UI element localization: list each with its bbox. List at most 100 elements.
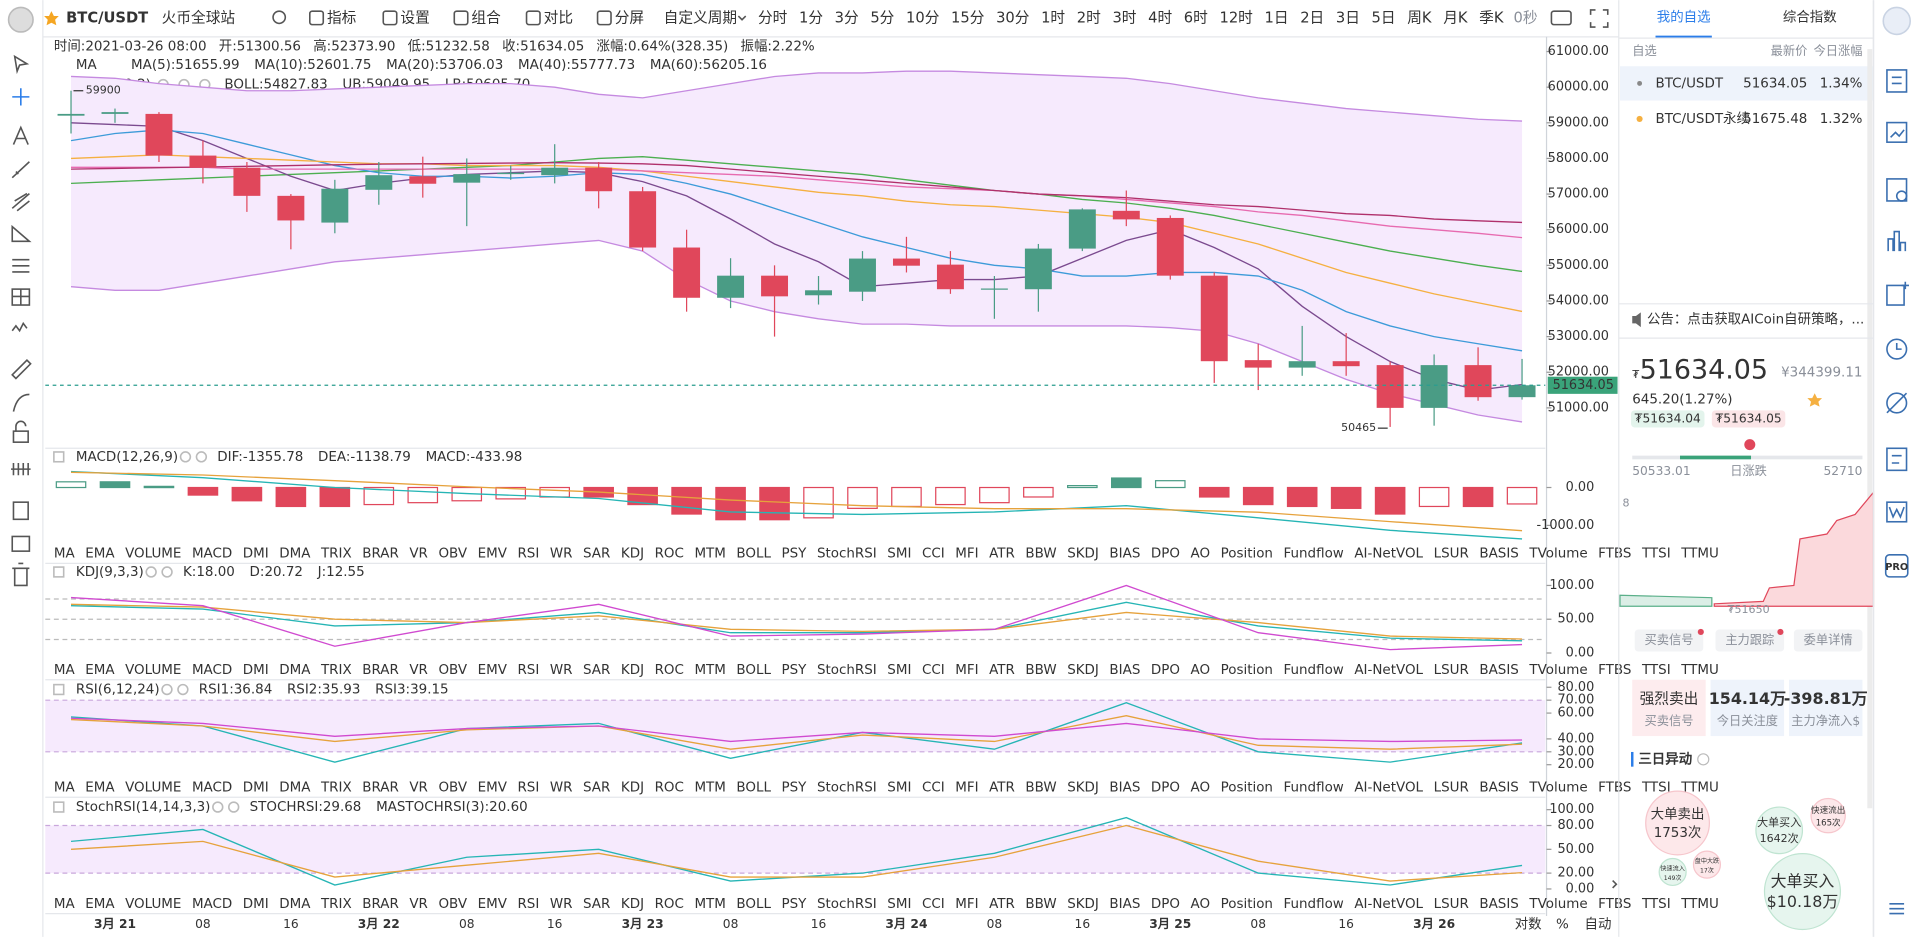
indicator-tab[interactable]: DMI bbox=[243, 780, 269, 795]
button[interactable]: 主力跟踪 bbox=[1725, 633, 1774, 647]
indicator-tab[interactable]: VOLUME bbox=[125, 547, 181, 562]
period-button[interactable]: 30分 bbox=[996, 10, 1030, 27]
indicator-tab[interactable]: FTBS bbox=[1598, 547, 1631, 562]
tool-icon[interactable] bbox=[453, 10, 469, 26]
indicator-tab[interactable]: EMA bbox=[85, 780, 115, 795]
indicator-tab[interactable]: SKDJ bbox=[1067, 780, 1099, 795]
legend-icon[interactable] bbox=[53, 801, 65, 813]
indicator-tab[interactable]: MFI bbox=[955, 897, 978, 912]
indicator-tab[interactable]: EMV bbox=[478, 547, 508, 562]
indicator-tab[interactable]: BBW bbox=[1025, 897, 1056, 912]
tool-button[interactable]: 设置 bbox=[400, 10, 429, 27]
period-button[interactable]: 1日 bbox=[1265, 10, 1289, 27]
indicator-tab[interactable]: TTSI bbox=[1641, 897, 1671, 912]
axis-option[interactable]: 对数 bbox=[1515, 917, 1542, 933]
indicator-tab[interactable]: SKDJ bbox=[1067, 547, 1099, 562]
indicator-tab[interactable]: MA bbox=[54, 663, 76, 678]
legend-icon[interactable] bbox=[53, 451, 65, 463]
indicator-tab[interactable]: LSUR bbox=[1434, 547, 1469, 562]
indicator-tab[interactable]: Fundflow bbox=[1284, 780, 1344, 795]
indicator-tab[interactable]: BIAS bbox=[1109, 780, 1140, 795]
indicator-tab[interactable]: VOLUME bbox=[125, 780, 181, 795]
indicator-tab[interactable]: ATR bbox=[989, 780, 1015, 795]
indicator-tab[interactable]: BIAS bbox=[1109, 547, 1140, 562]
indicator-tab[interactable]: VR bbox=[409, 663, 428, 678]
indicator-tab[interactable]: CCI bbox=[922, 897, 945, 912]
indicator-tab[interactable]: WR bbox=[550, 663, 573, 678]
indicator-tab[interactable]: TTSI bbox=[1641, 780, 1671, 795]
indicator-tab[interactable]: MA bbox=[54, 547, 76, 562]
indicator-tab[interactable]: TRIX bbox=[320, 547, 352, 562]
axis-option[interactable]: % bbox=[1556, 918, 1569, 933]
indicator-tab[interactable]: ROC bbox=[655, 547, 684, 562]
period-button[interactable]: 4时 bbox=[1148, 10, 1172, 27]
indicator-tab[interactable]: StochRSI bbox=[817, 897, 877, 912]
legend-icon[interactable] bbox=[228, 801, 240, 813]
period-menu[interactable]: 自定义周期 bbox=[664, 10, 737, 27]
period-button[interactable]: 月K bbox=[1443, 10, 1468, 27]
indicator-tab[interactable]: AI-NetVOL bbox=[1354, 780, 1423, 795]
side-tab[interactable]: 我的自选 bbox=[1657, 9, 1711, 25]
indicator-tab[interactable]: EMA bbox=[85, 547, 115, 562]
indicator-tab[interactable]: BRAR bbox=[362, 663, 399, 678]
indicator-tab[interactable]: SAR bbox=[583, 780, 610, 795]
indicator-tab[interactable]: BOLL bbox=[736, 897, 771, 912]
indicator-tab[interactable]: StochRSI bbox=[817, 780, 877, 795]
indicator-tab[interactable]: TTSI bbox=[1641, 663, 1671, 678]
indicator-tab[interactable]: MACD bbox=[192, 780, 232, 795]
indicator-tab[interactable]: MFI bbox=[955, 547, 978, 562]
indicator-tab[interactable]: VOLUME bbox=[125, 663, 181, 678]
indicator-tab[interactable]: RSI bbox=[517, 547, 539, 562]
indicator-tab[interactable]: KDJ bbox=[621, 663, 644, 678]
indicator-tab[interactable]: SMI bbox=[887, 547, 911, 562]
indicator-tab[interactable]: TTMU bbox=[1680, 897, 1719, 912]
fullscreen-icon[interactable] bbox=[1589, 9, 1609, 28]
indicator-tab[interactable]: MA bbox=[54, 897, 76, 912]
indicator-tab[interactable]: DPO bbox=[1151, 547, 1180, 562]
period-button[interactable]: 6时 bbox=[1184, 10, 1208, 27]
legend-icon[interactable] bbox=[161, 566, 173, 578]
indicator-tab[interactable]: FTBS bbox=[1598, 780, 1631, 795]
indicator-tab[interactable]: BOLL bbox=[736, 780, 771, 795]
indicator-tab[interactable]: Position bbox=[1221, 897, 1273, 912]
indicator-tab[interactable]: FTBS bbox=[1598, 897, 1631, 912]
indicator-tab[interactable]: VOLUME bbox=[125, 897, 181, 912]
indicator-tab[interactable]: TRIX bbox=[320, 897, 352, 912]
indicator-tab[interactable]: Position bbox=[1221, 780, 1273, 795]
legend-icon[interactable] bbox=[179, 451, 192, 463]
indicator-tab[interactable]: MTM bbox=[694, 780, 725, 795]
indicator-tab[interactable]: TVolume bbox=[1528, 897, 1587, 912]
indicator-tab[interactable]: BRAR bbox=[362, 897, 399, 912]
indicator-tab[interactable]: TRIX bbox=[320, 780, 352, 795]
legend-icon[interactable] bbox=[53, 683, 65, 696]
indicator-tab[interactable]: AI-NetVOL bbox=[1354, 897, 1423, 912]
indicator-tab[interactable]: TVolume bbox=[1528, 780, 1587, 795]
indicator-tab[interactable]: TVolume bbox=[1528, 663, 1587, 678]
period-button[interactable]: 分时 bbox=[758, 10, 788, 27]
indicator-tab[interactable]: PSY bbox=[782, 897, 808, 912]
indicator-tab[interactable]: LSUR bbox=[1434, 663, 1469, 678]
indicator-tab[interactable]: VR bbox=[409, 547, 428, 562]
indicator-tab[interactable]: LSUR bbox=[1434, 897, 1469, 912]
indicator-tab[interactable]: AO bbox=[1191, 780, 1211, 795]
pair-name[interactable]: BTC/USDT bbox=[1656, 76, 1724, 91]
indicator-tab[interactable]: BIAS bbox=[1109, 663, 1140, 678]
tool-button[interactable]: 组合 bbox=[471, 10, 501, 27]
period-button[interactable]: 10分 bbox=[906, 10, 940, 27]
search-icon[interactable] bbox=[272, 10, 287, 25]
indicator-tab[interactable]: AO bbox=[1191, 897, 1211, 912]
indicator-tab[interactable]: CCI bbox=[922, 780, 945, 795]
indicator-tab[interactable]: TTMU bbox=[1680, 547, 1719, 562]
indicator-tab[interactable]: AI-NetVOL bbox=[1354, 547, 1423, 562]
indicator-tab[interactable]: SMI bbox=[887, 897, 911, 912]
period-button[interactable]: 5日 bbox=[1372, 10, 1396, 27]
notice[interactable]: 公告：点击获取AICoin自研策略，... bbox=[1647, 311, 1864, 328]
indicator-tab[interactable]: MTM bbox=[694, 897, 725, 912]
indicator-tab[interactable]: PSY bbox=[782, 780, 808, 795]
button[interactable]: 委单详情 bbox=[1804, 632, 1853, 647]
indicator-tab[interactable]: Position bbox=[1221, 663, 1273, 678]
indicator-tab[interactable]: Fundflow bbox=[1284, 547, 1344, 562]
indicator-tab[interactable]: BASIS bbox=[1479, 780, 1518, 795]
indicator-tab[interactable]: MACD bbox=[192, 897, 232, 912]
indicator-tab[interactable]: TTSI bbox=[1641, 547, 1671, 562]
